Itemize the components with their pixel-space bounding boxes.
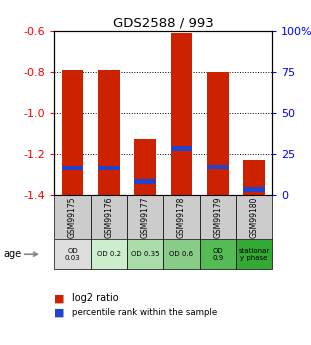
Bar — [62, 166, 83, 170]
Bar — [236, 195, 272, 239]
Text: OD 0.35: OD 0.35 — [131, 251, 159, 257]
Text: ■: ■ — [54, 307, 65, 317]
Text: OD 0.2: OD 0.2 — [97, 251, 121, 257]
Bar — [98, 70, 120, 195]
Text: ■: ■ — [54, 294, 65, 303]
Title: GDS2588 / 993: GDS2588 / 993 — [113, 17, 214, 30]
Text: age: age — [3, 249, 21, 259]
Bar — [62, 70, 83, 195]
Bar — [236, 239, 272, 269]
Text: log2 ratio: log2 ratio — [72, 294, 118, 303]
Bar — [200, 195, 236, 239]
Bar — [200, 239, 236, 269]
Bar — [243, 160, 265, 195]
Text: GSM99176: GSM99176 — [104, 196, 113, 238]
Bar — [54, 239, 91, 269]
Text: stationar
y phase: stationar y phase — [238, 248, 270, 261]
Bar — [98, 166, 120, 170]
Bar — [170, 33, 192, 195]
Bar — [134, 179, 156, 184]
Text: OD
0.03: OD 0.03 — [65, 248, 81, 261]
Bar — [170, 146, 192, 151]
Bar — [127, 239, 163, 269]
Bar — [54, 195, 91, 239]
Text: OD 0.6: OD 0.6 — [169, 251, 193, 257]
Text: GSM99179: GSM99179 — [213, 196, 222, 238]
Bar — [243, 187, 265, 192]
Bar — [207, 72, 229, 195]
Bar — [163, 195, 200, 239]
Text: GSM99178: GSM99178 — [177, 196, 186, 238]
Bar — [207, 165, 229, 169]
Text: GSM99180: GSM99180 — [249, 196, 258, 238]
Text: GSM99175: GSM99175 — [68, 196, 77, 238]
Bar — [134, 139, 156, 195]
Bar — [91, 195, 127, 239]
Text: OD
0.9: OD 0.9 — [212, 248, 223, 261]
Bar — [163, 239, 200, 269]
Bar — [127, 195, 163, 239]
Text: percentile rank within the sample: percentile rank within the sample — [72, 308, 217, 317]
Bar — [91, 239, 127, 269]
Text: GSM99177: GSM99177 — [141, 196, 150, 238]
